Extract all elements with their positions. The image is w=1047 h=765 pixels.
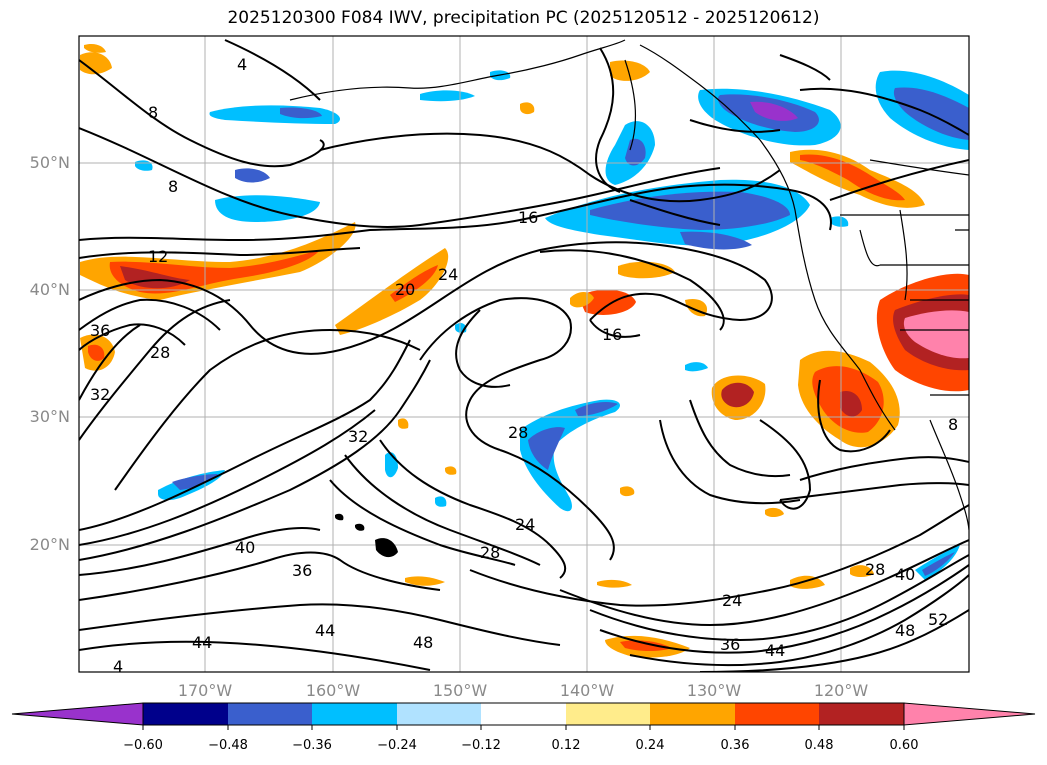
- contour-label: 44: [192, 633, 212, 652]
- colorbar-segment: [650, 703, 735, 725]
- colorbar-tick-label: −0.24: [377, 738, 417, 753]
- colorbar-tick-label: 0.60: [889, 738, 919, 753]
- contour-label: 52: [928, 610, 948, 629]
- colorbar-tick-label: 0.24: [635, 738, 665, 753]
- lon-label: 170°W: [177, 681, 233, 700]
- colorbar-tick-label: 0.12: [551, 738, 581, 753]
- lat-label: 50°N: [29, 153, 70, 172]
- contour-label: 44: [315, 621, 335, 640]
- colorbar-segment: [143, 703, 228, 725]
- contour-label: 16: [602, 325, 622, 344]
- colorbar-tick-label: 0.48: [804, 738, 834, 753]
- contour-labels: 4 8 8 12 16 16 20 24 24 24 28 28 28 28 3…: [90, 55, 958, 676]
- precip-neg-central: [520, 399, 620, 512]
- contour-label: 24: [438, 265, 458, 284]
- colorbar-extend-min: [11, 702, 144, 726]
- colorbar-segment: [397, 703, 481, 725]
- contour-label: 40: [895, 565, 915, 584]
- coastlines: [289, 39, 969, 531]
- colorbar-tick-label: −0.48: [208, 738, 248, 753]
- colorbar-segment: [228, 703, 312, 725]
- contour-label: 32: [90, 385, 110, 404]
- map-title: 2025120300 F084 IWV, precipitation PC (2…: [227, 8, 820, 28]
- contour-label: 24: [722, 591, 742, 610]
- contour-label: 36: [292, 561, 312, 580]
- precip-band-central: [335, 248, 449, 335]
- colorbar-extend-max: [903, 702, 1036, 726]
- contour-label: 28: [480, 543, 500, 562]
- contour-label: 40: [235, 538, 255, 557]
- hawaii-islands: [335, 513, 398, 558]
- contour-label: 4: [237, 55, 247, 74]
- lon-label: 120°W: [813, 681, 869, 700]
- contour-label: 16: [518, 208, 538, 227]
- contour-label: 24: [515, 515, 535, 534]
- contour-label: 36: [90, 321, 110, 340]
- colorbar-segment: [312, 703, 397, 725]
- colorbar-tick-label: −0.36: [292, 738, 332, 753]
- contour-label: 28: [150, 343, 170, 362]
- colorbar-tick-label: −0.12: [461, 738, 501, 753]
- lat-label: 30°N: [29, 407, 70, 426]
- lon-label: 160°W: [305, 681, 361, 700]
- contour-label: 28: [508, 423, 528, 442]
- lon-label: 130°W: [686, 681, 742, 700]
- contour-label: 8: [148, 103, 158, 122]
- contour-label: 20: [395, 280, 415, 299]
- contour-label: 12: [148, 247, 168, 266]
- contour-label: 8: [948, 415, 958, 434]
- iwv-contours: [79, 39, 969, 672]
- contour-label: 8: [168, 177, 178, 196]
- contour-label: 32: [348, 427, 368, 446]
- contour-label: 44: [765, 641, 785, 660]
- colorbar-segment: [481, 703, 566, 725]
- colorbar-tick-label: 0.36: [720, 738, 750, 753]
- contour-label: 4: [113, 657, 123, 676]
- lon-label: 150°W: [432, 681, 488, 700]
- lon-label: 140°W: [559, 681, 615, 700]
- lat-label: 20°N: [29, 535, 70, 554]
- contour-label: 28: [865, 560, 885, 579]
- contour-label: 48: [895, 621, 915, 640]
- colorbar-tick-label: −0.60: [123, 738, 163, 753]
- colorbar: [11, 702, 1036, 730]
- colorbar-segment: [819, 703, 904, 725]
- colorbar-segment: [735, 703, 819, 725]
- map-frame: [78, 35, 970, 673]
- lat-label: 40°N: [29, 280, 70, 299]
- contour-label: 36: [720, 635, 740, 654]
- contour-label: 48: [413, 633, 433, 652]
- colorbar-segment: [566, 703, 650, 725]
- graticule: [79, 36, 969, 672]
